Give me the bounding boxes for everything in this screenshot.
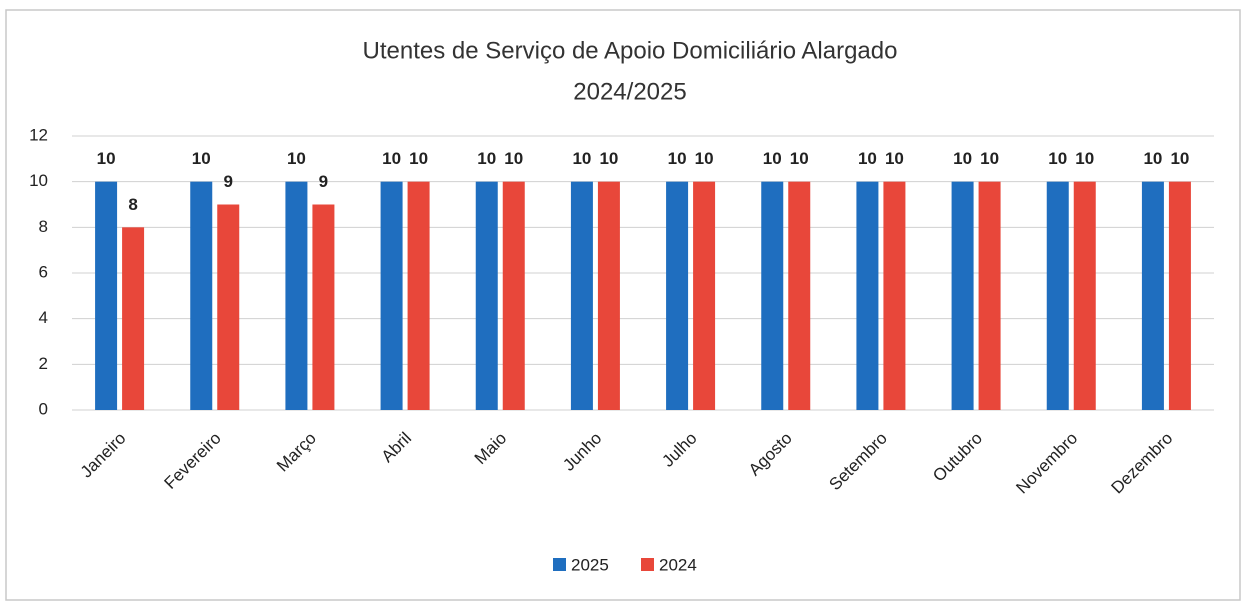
- bar: [856, 181, 879, 410]
- data-label: 9: [224, 172, 233, 191]
- data-label: 10: [599, 149, 618, 168]
- bar: [475, 181, 498, 410]
- bar: [1046, 181, 1069, 410]
- bar: [285, 181, 308, 410]
- legend-swatch: [641, 558, 654, 571]
- legend-swatch: [553, 558, 566, 571]
- bar: [570, 181, 593, 410]
- y-tick-label: 10: [29, 171, 48, 190]
- bar: [95, 181, 118, 410]
- bar: [693, 181, 716, 410]
- bar: [407, 181, 430, 410]
- bar: [761, 181, 784, 410]
- data-label: 10: [885, 149, 904, 168]
- bar: [1141, 181, 1164, 410]
- y-tick-label: 8: [39, 217, 48, 236]
- data-label: 10: [1170, 149, 1189, 168]
- chart-title: Utentes de Serviço de Apoio Domiciliário…: [363, 37, 898, 64]
- data-label: 10: [1048, 149, 1067, 168]
- bar: [788, 181, 811, 410]
- bar: [217, 204, 240, 410]
- y-tick-label: 2: [39, 354, 48, 373]
- data-label: 10: [1143, 149, 1162, 168]
- bar: [1073, 181, 1096, 410]
- data-label: 8: [128, 195, 137, 214]
- data-label: 10: [763, 149, 782, 168]
- data-label: 10: [953, 149, 972, 168]
- data-label: 10: [192, 149, 211, 168]
- legend-label: 2024: [659, 555, 697, 574]
- chart-title: 2024/2025: [573, 78, 686, 105]
- bar: [597, 181, 620, 410]
- data-label: 10: [1075, 149, 1094, 168]
- data-label: 10: [572, 149, 591, 168]
- y-tick-label: 6: [39, 262, 48, 281]
- bar: [666, 181, 689, 410]
- data-label: 10: [858, 149, 877, 168]
- bar: [502, 181, 525, 410]
- data-label: 10: [695, 149, 714, 168]
- bar: [951, 181, 974, 410]
- data-label: 10: [382, 149, 401, 168]
- bar: [380, 181, 403, 410]
- bar: [312, 204, 335, 410]
- legend-label: 2025: [571, 555, 609, 574]
- data-label: 9: [319, 172, 328, 191]
- bar: [122, 227, 145, 410]
- data-label: 10: [97, 149, 116, 168]
- y-tick-label: 4: [39, 308, 48, 327]
- bar: [883, 181, 906, 410]
- data-label: 10: [980, 149, 999, 168]
- y-tick-label: 12: [29, 125, 48, 144]
- data-label: 10: [287, 149, 306, 168]
- bar: [978, 181, 1001, 410]
- bar: [1168, 181, 1191, 410]
- data-label: 10: [504, 149, 523, 168]
- data-label: 10: [668, 149, 687, 168]
- data-label: 10: [790, 149, 809, 168]
- y-tick-label: 0: [39, 399, 48, 418]
- data-label: 10: [409, 149, 428, 168]
- data-label: 10: [477, 149, 496, 168]
- bar: [190, 181, 213, 410]
